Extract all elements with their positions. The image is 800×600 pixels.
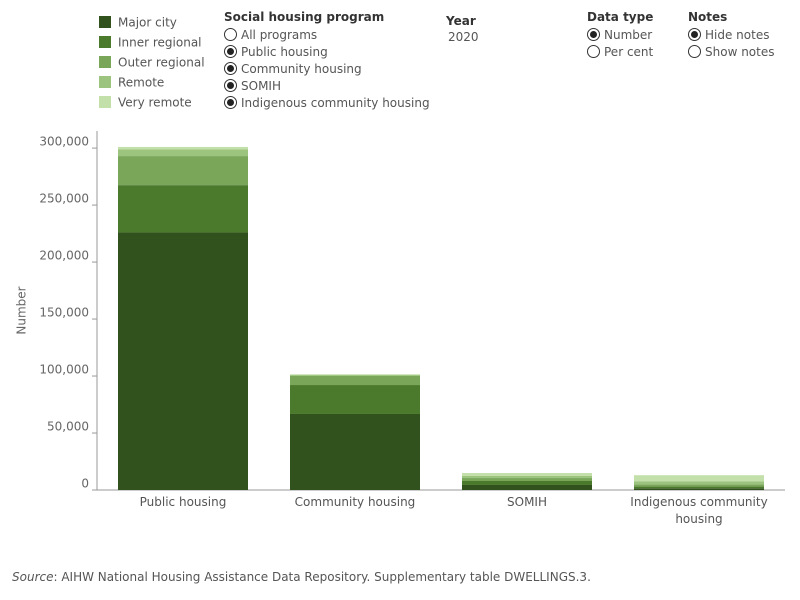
- x-tick-label: Public housing: [139, 495, 227, 509]
- radio-option[interactable]: Community housing: [224, 60, 430, 77]
- y-tick-label: 50,000: [47, 420, 89, 434]
- bar-segment: [634, 484, 764, 487]
- bar-segment: [634, 488, 764, 490]
- y-tick-label: 300,000: [39, 135, 89, 149]
- x-tick-label: Indigenous community housing: [630, 495, 768, 526]
- option-label[interactable]: All programs: [241, 27, 318, 42]
- notes-filter: Notes Hide notes Show notes: [688, 10, 774, 60]
- radio-button[interactable]: [688, 28, 701, 41]
- filter-title: Year: [446, 14, 476, 28]
- data-type-filter: Data type Number Per cent: [587, 10, 653, 60]
- legend-swatch: [99, 96, 111, 108]
- radio-button[interactable]: [587, 28, 600, 41]
- legend-label: Inner regional: [118, 36, 202, 50]
- bar-segment: [634, 481, 764, 485]
- radio-option[interactable]: Indigenous community housing: [224, 94, 430, 111]
- y-tick-label: 150,000: [39, 306, 89, 320]
- bar-segment: [290, 374, 420, 376]
- radio-button[interactable]: [224, 62, 237, 75]
- y-tick-label: 200,000: [39, 249, 89, 263]
- y-tick-label: 100,000: [39, 363, 89, 377]
- radio-button[interactable]: [224, 45, 237, 58]
- bar-segment: [118, 146, 248, 150]
- radio-option[interactable]: All programs: [224, 26, 430, 43]
- bar-segment: [462, 473, 592, 476]
- year-filter: Year 2020: [446, 14, 479, 44]
- option-label[interactable]: SOMIH: [241, 78, 281, 93]
- bar-segment: [290, 413, 420, 490]
- radio-option[interactable]: Public housing: [224, 43, 430, 60]
- filter-title: Data type: [587, 10, 654, 24]
- bar-segment: [118, 149, 248, 157]
- filter-title: Social housing program: [224, 10, 385, 24]
- x-tick-label: SOMIH: [507, 495, 547, 509]
- option-label[interactable]: Hide notes: [705, 27, 770, 42]
- source: Source: AIHW National Housing Assistance…: [12, 570, 591, 584]
- legend-swatch: [99, 76, 111, 88]
- bar-segment: [462, 484, 592, 490]
- option-label[interactable]: Indigenous community housing: [241, 95, 430, 110]
- x-tick-label: Community housing: [294, 495, 416, 509]
- radio-option[interactable]: Per cent: [587, 43, 653, 60]
- legend-label: Very remote: [118, 96, 192, 110]
- legend-label: Outer regional: [118, 56, 205, 70]
- bar-segment: [462, 478, 592, 481]
- y-tick-label: 0: [81, 477, 89, 491]
- radio-button[interactable]: [587, 45, 600, 58]
- bar-segment: [290, 385, 420, 414]
- bar-segment: [118, 185, 248, 233]
- legend-label: Major city: [118, 16, 177, 30]
- radio-button[interactable]: [688, 45, 701, 58]
- bar-segment: [290, 374, 420, 375]
- radio-button[interactable]: [224, 96, 237, 109]
- filter-title: Notes: [688, 10, 728, 24]
- option-label[interactable]: Show notes: [705, 44, 775, 59]
- option-label[interactable]: Per cent: [604, 44, 654, 59]
- y-axis-label: Number: [15, 286, 29, 334]
- year-value[interactable]: 2020: [448, 30, 479, 44]
- bar-segment: [462, 475, 592, 479]
- source-label: Source: [12, 570, 54, 584]
- radio-button[interactable]: [224, 28, 237, 41]
- bar-segment: [290, 375, 420, 386]
- bar-segment: [634, 475, 764, 482]
- radio-option[interactable]: Show notes: [688, 43, 774, 60]
- y-tick-label: 250,000: [39, 192, 89, 206]
- source-text: : AIHW National Housing Assistance Data …: [53, 570, 591, 584]
- legend-label: Remote: [118, 76, 164, 90]
- option-label[interactable]: Community housing: [241, 61, 362, 76]
- program-filter: Social housing program All programs Publi…: [224, 10, 430, 111]
- radio-button[interactable]: [224, 79, 237, 92]
- bar-segment: [118, 232, 248, 490]
- legend-swatch: [99, 36, 111, 48]
- bar-segment: [634, 486, 764, 489]
- radio-option[interactable]: Number: [587, 26, 653, 43]
- bar-segment: [462, 480, 592, 485]
- legend-swatch: [99, 16, 111, 28]
- radio-option[interactable]: SOMIH: [224, 77, 430, 94]
- option-label[interactable]: Number: [604, 27, 653, 42]
- legend-swatch: [99, 56, 111, 68]
- option-label[interactable]: Public housing: [241, 44, 328, 59]
- bar-segment: [118, 156, 248, 186]
- radio-option[interactable]: Hide notes: [688, 26, 774, 43]
